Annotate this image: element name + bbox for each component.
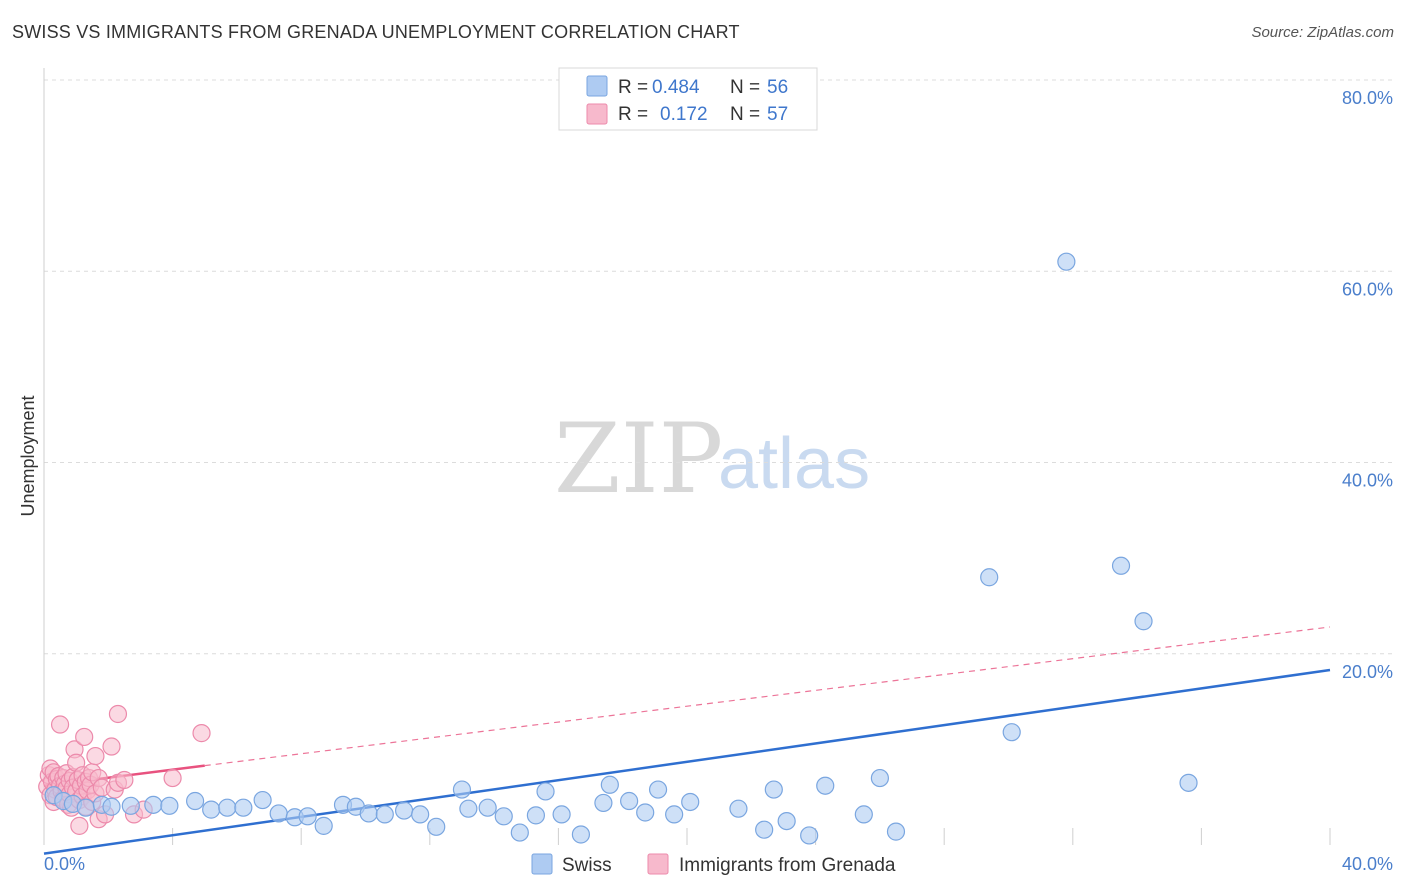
- swiss-point: [800, 826, 819, 845]
- grenada-point: [192, 724, 211, 743]
- swiss-point: [494, 807, 513, 826]
- swiss-point: [636, 803, 655, 822]
- swiss-point: [459, 799, 478, 818]
- swiss-point: [980, 568, 999, 587]
- series-swiss-points: [44, 252, 1198, 845]
- bottom-legend-grenada: Immigrants from Grenada: [679, 855, 896, 876]
- x-tick-label: 40.0%: [1342, 854, 1393, 874]
- swiss-point: [764, 780, 783, 799]
- swiss-point: [536, 782, 555, 801]
- swiss-point: [510, 823, 529, 842]
- swiss-point: [359, 804, 378, 823]
- bottom-legend-swatch-grenada: [647, 853, 669, 875]
- swiss-point: [755, 820, 774, 839]
- y-tick-labels: 20.0% 40.0% 60.0% 80.0%: [1342, 88, 1393, 682]
- legend-grenada-r-value: 0.172: [660, 104, 708, 125]
- grenada-point: [115, 770, 134, 790]
- x-tick-labels: 0.0% 40.0%: [44, 854, 1393, 874]
- gridlines: [44, 79, 1392, 655]
- watermark-zip: ZIP: [554, 403, 723, 515]
- legend-swatch-swiss: [586, 75, 608, 97]
- swiss-point: [1134, 612, 1153, 631]
- bottom-legend: Swiss Immigrants from Grenada: [531, 853, 896, 876]
- bottom-legend-swiss: Swiss: [562, 855, 612, 876]
- legend: R = 0.484 N = 56 R = 0.172 N = 57: [558, 67, 818, 131]
- swiss-point: [186, 791, 205, 811]
- y-axis-label: Unemployment: [18, 395, 38, 516]
- swiss-point: [121, 796, 140, 815]
- axes: [43, 68, 1331, 845]
- y-tick-label: 80.0%: [1342, 88, 1393, 108]
- swiss-point: [816, 776, 835, 795]
- y-tick-label: 20.0%: [1342, 662, 1393, 682]
- swiss-point: [144, 795, 163, 814]
- swiss-point: [854, 805, 873, 824]
- swiss-point: [234, 798, 253, 817]
- swiss-point: [394, 801, 414, 820]
- series-grenada-points: [38, 704, 211, 835]
- swiss-point: [1179, 773, 1198, 792]
- swiss-point: [1057, 252, 1076, 271]
- swiss-point: [218, 798, 237, 817]
- grenada-point: [86, 746, 105, 766]
- x-tick-label: 0.0%: [44, 854, 85, 874]
- y-tick-label: 60.0%: [1342, 279, 1393, 299]
- swiss-point: [594, 793, 613, 813]
- swiss-point: [102, 797, 121, 816]
- swiss-point: [571, 825, 591, 844]
- swiss-point: [729, 799, 748, 818]
- legend-swiss-n-label: N =: [730, 77, 760, 98]
- swiss-point: [681, 792, 700, 812]
- swiss-point: [160, 796, 179, 815]
- swiss-point: [1111, 556, 1131, 575]
- swiss-point: [202, 800, 221, 819]
- legend-swiss-r-value: 0.484: [652, 77, 700, 98]
- grenada-point: [50, 715, 70, 734]
- trend-line-swiss: [43, 668, 1331, 855]
- swiss-point: [1002, 723, 1021, 742]
- grenada-point: [70, 816, 89, 835]
- chart-title: SWISS VS IMMIGRANTS FROM GRENADA UNEMPLO…: [12, 22, 740, 42]
- swiss-point: [298, 807, 317, 826]
- swiss-point: [253, 790, 272, 810]
- swiss-point: [269, 804, 288, 823]
- swiss-point: [526, 806, 545, 825]
- grenada-point: [102, 737, 121, 756]
- swiss-point: [375, 805, 394, 824]
- swiss-point: [427, 817, 446, 836]
- swiss-point: [777, 811, 796, 831]
- swiss-point: [552, 805, 571, 824]
- trend-lines: [43, 626, 1331, 855]
- swiss-point: [411, 805, 430, 824]
- swiss-point: [478, 798, 497, 817]
- swiss-point: [76, 798, 95, 817]
- y-tick-label: 40.0%: [1342, 471, 1393, 491]
- grenada-point: [163, 768, 182, 788]
- source-credit: Source: ZipAtlas.com: [1251, 24, 1394, 41]
- swiss-point: [452, 780, 472, 799]
- legend-swiss-r-label: R =: [618, 77, 648, 98]
- swiss-point: [886, 822, 906, 841]
- swiss-point: [620, 791, 639, 811]
- grenada-point: [108, 704, 128, 724]
- watermark-atlas: atlas: [718, 424, 870, 504]
- legend-grenada-n-value: 57: [767, 104, 788, 125]
- legend-swatch-grenada: [586, 103, 608, 125]
- swiss-point: [314, 816, 333, 835]
- legend-grenada-r-label: R =: [618, 104, 648, 125]
- grenada-point: [75, 727, 94, 747]
- legend-grenada-n-label: N =: [730, 104, 760, 125]
- swiss-point: [648, 780, 668, 799]
- trend-line-grenada-extended: [204, 626, 1331, 767]
- swiss-point: [870, 768, 890, 788]
- swiss-point: [665, 805, 684, 824]
- legend-swiss-n-value: 56: [767, 77, 788, 98]
- bottom-legend-swatch-swiss: [531, 853, 553, 875]
- swiss-point: [600, 775, 619, 794]
